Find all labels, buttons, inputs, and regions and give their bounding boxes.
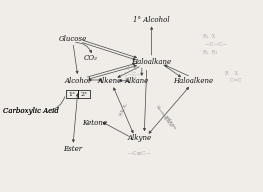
Text: Alkene: Alkene	[98, 77, 122, 85]
Text: Alcohol: Alcohol	[65, 77, 91, 85]
Text: 1°: 1°	[68, 92, 75, 97]
Text: —C≡C—: —C≡C—	[127, 151, 151, 156]
Text: Carboxylic Acid: Carboxylic Acid	[3, 107, 59, 115]
Text: R₁  X: R₁ X	[203, 34, 215, 39]
Text: C=C: C=C	[227, 78, 241, 83]
Text: H  H: H H	[125, 66, 136, 71]
Text: H  H: H H	[125, 77, 136, 82]
Text: Alkyne: Alkyne	[127, 134, 151, 142]
Text: 2°: 2°	[80, 92, 88, 97]
Text: CO₂: CO₂	[83, 54, 97, 62]
Text: Carboxylic Acid: Carboxylic Acid	[3, 107, 59, 115]
Text: Electrophilic: Electrophilic	[155, 105, 173, 129]
Text: Alkane: Alkane	[125, 77, 149, 85]
Text: HX, X₂: HX, X₂	[119, 102, 128, 116]
Text: —C—C—: —C—C—	[120, 72, 142, 77]
Text: Haloalkene: Haloalkene	[173, 77, 214, 85]
Text: Haloalkane: Haloalkane	[132, 58, 172, 66]
Text: R₂  R₃: R₂ R₃	[203, 50, 218, 55]
Text: —C—C—: —C—C—	[202, 42, 227, 47]
Text: Ester: Ester	[63, 145, 83, 153]
Text: R    X: R X	[225, 71, 239, 76]
Text: Ketone: Ketone	[83, 119, 108, 127]
Text: addition: addition	[164, 115, 176, 131]
Text: Glucose: Glucose	[59, 35, 87, 43]
Text: 1° Alcohol: 1° Alcohol	[133, 16, 170, 24]
